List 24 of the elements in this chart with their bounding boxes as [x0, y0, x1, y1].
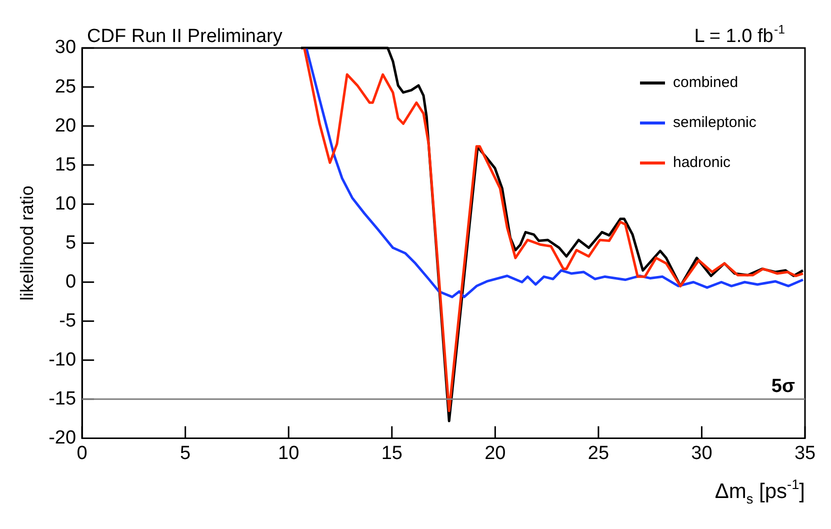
- y-tick-label: 0: [65, 271, 76, 292]
- y-tick-label: -5: [59, 310, 76, 332]
- x-tick-label: 35: [794, 442, 816, 464]
- y-tick-label: 30: [54, 37, 76, 58]
- chart-title: CDF Run II Preliminary: [87, 26, 283, 47]
- x-tick-label: 15: [381, 442, 402, 464]
- x-tick-label: 5: [180, 442, 191, 464]
- y-tick-label: 25: [54, 76, 76, 98]
- y-tick-label: -20: [48, 427, 76, 448]
- x-tick-label: 20: [484, 442, 506, 464]
- x-tick-label: 25: [588, 442, 610, 464]
- y-tick-label: 5: [65, 232, 76, 254]
- legend-label: semileptonic: [673, 114, 757, 132]
- legend-label: hadronic: [673, 154, 732, 172]
- y-axis-title: likelihood ratio: [16, 186, 37, 301]
- legend-label: combined: [673, 74, 738, 92]
- y-tick-label: -15: [48, 388, 76, 410]
- x-tick-label: 30: [691, 442, 712, 464]
- ref-line-label: 5σ: [771, 376, 795, 397]
- y-tick-label: 15: [54, 154, 76, 176]
- x-tick-label: 10: [278, 442, 300, 464]
- y-tick-label: 20: [54, 115, 76, 136]
- y-tick-label: 10: [54, 193, 76, 214]
- y-tick-label: -10: [48, 349, 76, 370]
